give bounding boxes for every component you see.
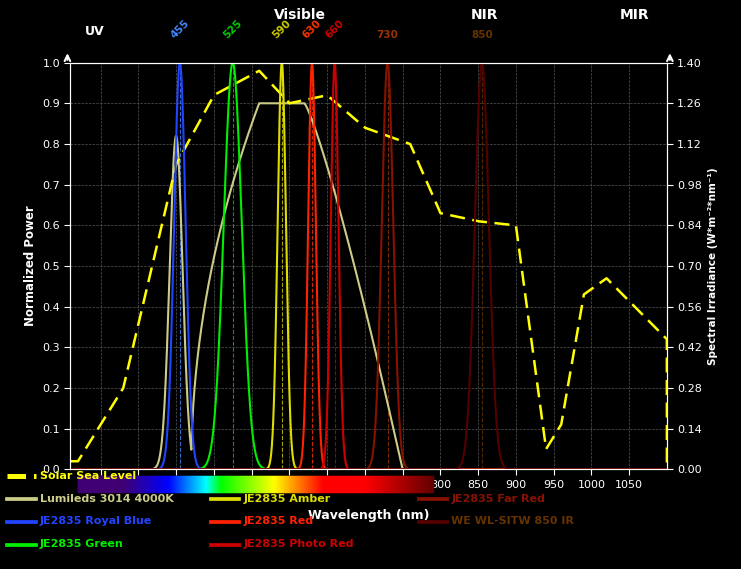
- Text: MIR: MIR: [619, 8, 649, 22]
- Text: 590: 590: [270, 18, 293, 40]
- Text: 730: 730: [376, 30, 399, 40]
- Text: 660: 660: [323, 18, 346, 40]
- Text: 630: 630: [301, 18, 323, 40]
- Y-axis label: Normalized Power: Normalized Power: [24, 205, 36, 327]
- Text: 525: 525: [222, 18, 244, 40]
- Text: JE2835 Far Red: JE2835 Far Red: [451, 493, 545, 504]
- Text: 455: 455: [169, 18, 191, 40]
- Text: JE2835 Photo Red: JE2835 Photo Red: [244, 539, 354, 549]
- Text: JE2835 Royal Blue: JE2835 Royal Blue: [40, 516, 152, 526]
- Text: WE WL-SITW 850 IR: WE WL-SITW 850 IR: [451, 516, 574, 526]
- X-axis label: Wavelength (nm): Wavelength (nm): [308, 509, 429, 522]
- Text: Visible: Visible: [274, 8, 326, 22]
- Text: UV: UV: [84, 25, 104, 38]
- Text: Solar Sea Level: Solar Sea Level: [40, 471, 136, 481]
- Text: Lumileds 3014 4000K: Lumileds 3014 4000K: [40, 493, 173, 504]
- Text: JE2835 Amber: JE2835 Amber: [244, 493, 331, 504]
- Y-axis label: Spectral Irradiance (W*m⁻²*nm⁻¹): Spectral Irradiance (W*m⁻²*nm⁻¹): [708, 167, 718, 365]
- Text: JE2835 Green: JE2835 Green: [40, 539, 124, 549]
- Text: NIR: NIR: [471, 8, 499, 22]
- Text: JE2835 Red: JE2835 Red: [244, 516, 314, 526]
- Text: 850: 850: [471, 30, 493, 40]
